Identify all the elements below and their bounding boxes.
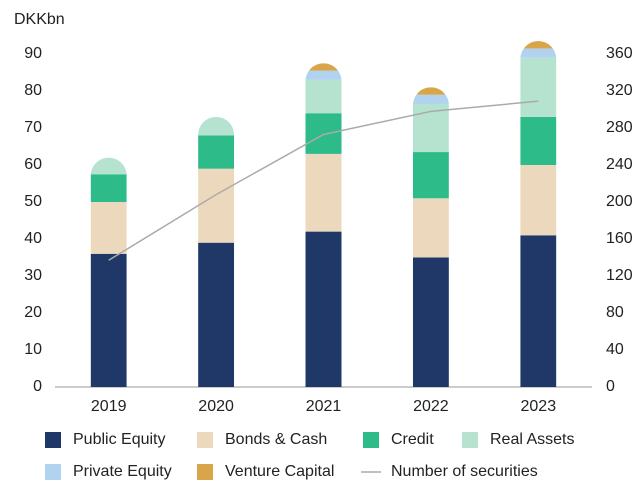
bar-stack <box>412 87 449 387</box>
bar-segment <box>198 116 235 136</box>
y-tick-label: 0 <box>33 378 42 395</box>
y-axis-label: DKKbn <box>14 11 65 28</box>
bar-segment <box>412 257 449 387</box>
bar-segment <box>520 48 557 58</box>
bar-segment <box>412 152 449 199</box>
x-tick-label: 2023 <box>521 398 557 415</box>
bar-segment <box>412 87 449 95</box>
bar-segment <box>412 198 449 258</box>
bar-stack <box>90 157 127 387</box>
y-tick-label: 70 <box>24 119 42 136</box>
bar-stack <box>305 63 342 387</box>
legend-label: Bonds & Cash <box>225 431 327 448</box>
y2-tick-label: 80 <box>606 304 624 321</box>
y2-tick-label: 240 <box>606 156 633 173</box>
bar-segment <box>305 79 342 114</box>
bar-stack <box>198 116 235 387</box>
legend-label: Real Assets <box>490 431 574 448</box>
line-series <box>108 100 539 261</box>
x-tick-label: 2020 <box>198 398 234 415</box>
y-tick-label: 10 <box>24 341 42 358</box>
y-tick-label: 20 <box>24 304 42 321</box>
legend-label: Public Equity <box>73 431 166 448</box>
y2-tick-label: 40 <box>606 341 624 358</box>
bar-segment <box>520 41 557 49</box>
bar-segment <box>305 153 342 232</box>
bar-segment <box>305 63 342 71</box>
bar-segment <box>520 165 557 236</box>
y-tick-label: 80 <box>24 82 42 99</box>
y-tick-label: 30 <box>24 267 42 284</box>
bar-segment <box>305 113 342 154</box>
y2-tick-label: 280 <box>606 119 633 136</box>
bar-segment <box>520 235 557 387</box>
y-tick-label: 50 <box>24 193 42 210</box>
y-tick-label: 40 <box>24 230 42 247</box>
y2-tick-label: 200 <box>606 193 633 210</box>
bar-stack <box>520 41 557 387</box>
bar-segment <box>520 57 557 117</box>
bar-segment <box>412 94 449 104</box>
legend-label: Number of securities <box>391 463 538 480</box>
legend-swatch <box>462 432 478 448</box>
legend-swatch <box>363 432 379 448</box>
bar-segment <box>305 70 342 80</box>
legend-label: Private Equity <box>73 463 172 480</box>
legend-label: Venture Capital <box>225 463 334 480</box>
y-tick-label: 60 <box>24 156 42 173</box>
y2-tick-label: 320 <box>606 82 633 99</box>
y2-tick-label: 0 <box>606 378 615 395</box>
y2-tick-label: 360 <box>606 45 633 62</box>
bar-segment <box>90 253 127 387</box>
bar-segment <box>198 135 235 169</box>
bar-segment <box>90 157 127 175</box>
bar-segment <box>90 174 127 202</box>
x-tick-label: 2019 <box>91 398 127 415</box>
bar-segment <box>305 231 342 387</box>
legend-swatch <box>197 432 213 448</box>
bar-segment <box>90 202 127 254</box>
legend-swatch <box>197 464 213 480</box>
bar-segment <box>198 242 235 387</box>
bar-segment <box>198 168 235 243</box>
y-tick-label: 90 <box>24 45 42 62</box>
legend-swatch <box>45 464 61 480</box>
y2-tick-label: 120 <box>606 267 633 284</box>
legend-label: Credit <box>391 431 434 448</box>
bar-segment <box>520 116 557 165</box>
y2-tick-label: 160 <box>606 230 633 247</box>
x-tick-label: 2022 <box>413 398 449 415</box>
legend-swatch <box>45 432 61 448</box>
x-tick-label: 2021 <box>306 398 342 415</box>
